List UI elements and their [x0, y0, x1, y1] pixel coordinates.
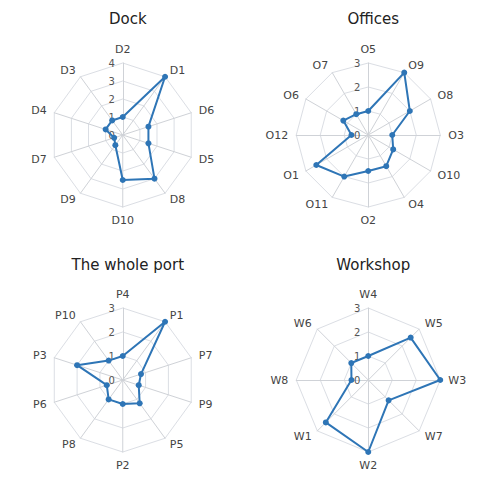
svg-text:Workshop: Workshop [336, 256, 410, 274]
svg-text:2: 2 [354, 327, 360, 338]
svg-text:W4: W4 [359, 288, 377, 301]
svg-text:D7: D7 [31, 153, 46, 166]
svg-text:P2: P2 [116, 459, 130, 472]
svg-text:D1: D1 [170, 64, 185, 77]
svg-text:1: 1 [108, 350, 115, 362]
svg-text:D8: D8 [170, 193, 185, 206]
svg-text:P10: P10 [55, 309, 76, 322]
svg-text:W1: W1 [294, 430, 312, 443]
svg-text:1: 1 [108, 112, 114, 123]
svg-text:O12: O12 [266, 129, 289, 142]
svg-text:W3: W3 [448, 374, 466, 387]
svg-text:W2: W2 [359, 459, 377, 472]
svg-text:O5: O5 [360, 43, 376, 56]
svg-text:D9: D9 [60, 193, 75, 206]
svg-text:0: 0 [354, 130, 360, 141]
svg-text:3: 3 [108, 303, 114, 314]
svg-text:P8: P8 [62, 438, 76, 451]
svg-text:W6: W6 [294, 317, 312, 330]
svg-text:D4: D4 [31, 104, 46, 117]
svg-text:P3: P3 [33, 349, 47, 362]
svg-text:3: 3 [108, 76, 114, 87]
svg-text:O11: O11 [306, 198, 329, 211]
svg-text:2: 2 [108, 327, 114, 338]
svg-text:P5: P5 [170, 438, 184, 451]
svg-text:1: 1 [353, 350, 361, 362]
svg-text:W7: W7 [425, 430, 443, 443]
svg-text:O1: O1 [283, 169, 299, 182]
svg-text:D5: D5 [199, 153, 214, 166]
svg-text:P1: P1 [170, 309, 184, 322]
svg-text:P6: P6 [33, 398, 47, 411]
svg-text:D3: D3 [60, 64, 75, 77]
svg-text:P7: P7 [199, 349, 213, 362]
svg-text:3: 3 [354, 58, 360, 69]
svg-text:0: 0 [108, 374, 115, 386]
svg-text:O2: O2 [360, 214, 376, 227]
svg-text:O10: O10 [438, 169, 461, 182]
svg-text:O6: O6 [283, 89, 299, 102]
svg-text:O7: O7 [313, 59, 329, 72]
svg-text:1: 1 [354, 106, 360, 117]
svg-text:D10: D10 [112, 214, 134, 227]
svg-text:D2: D2 [115, 43, 130, 56]
svg-text:3: 3 [354, 303, 360, 314]
svg-text:P9: P9 [199, 398, 213, 411]
svg-text:0: 0 [354, 375, 360, 386]
svg-text:W5: W5 [425, 317, 443, 330]
svg-text:O9: O9 [408, 59, 424, 72]
svg-text:Offices: Offices [347, 10, 399, 28]
svg-text:W8: W8 [270, 374, 288, 387]
svg-text:O4: O4 [408, 198, 424, 211]
svg-text:2: 2 [354, 82, 360, 93]
svg-text:P4: P4 [116, 288, 130, 301]
svg-text:O3: O3 [448, 129, 464, 142]
svg-text:4: 4 [108, 58, 114, 69]
svg-text:O8: O8 [438, 89, 454, 102]
svg-text:The whole port: The whole port [70, 256, 184, 274]
svg-text:Dock: Dock [109, 10, 147, 28]
svg-text:D6: D6 [199, 104, 214, 117]
svg-text:2: 2 [108, 94, 114, 105]
